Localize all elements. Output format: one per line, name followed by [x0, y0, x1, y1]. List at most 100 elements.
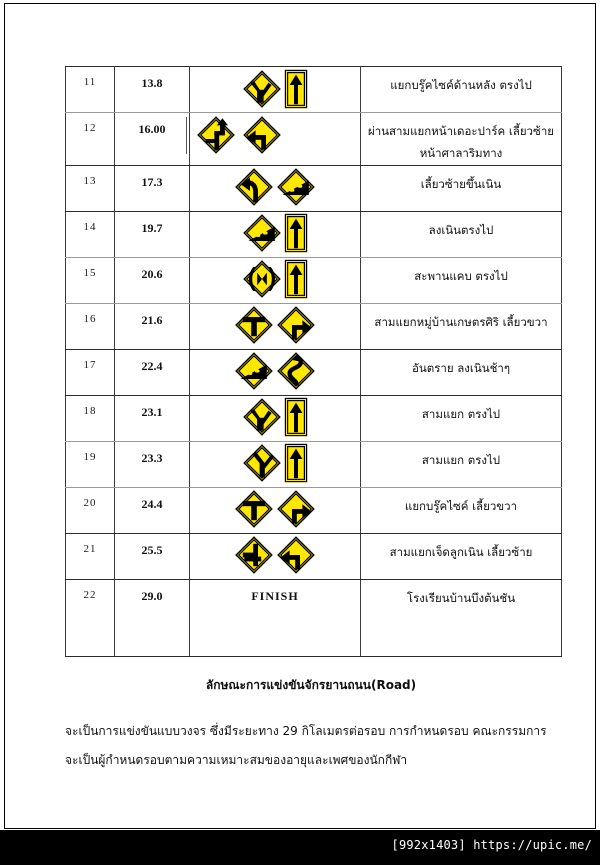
cell-description: สามแยก ตรงไป — [360, 394, 562, 442]
route-table: 11 13.8 แยกบรู๊คไซค์ด้านหลัง ตรงไป 12 16.00 ผ… — [65, 66, 562, 657]
t-junction-icon — [234, 489, 274, 534]
straight-ahead-arrow-icon — [284, 397, 308, 442]
cell-index: 17 — [65, 348, 115, 396]
description-text: แยกบรู๊คไซค์ด้านหลัง ตรงไป — [390, 78, 532, 92]
index-value: 22 — [83, 588, 97, 601]
cell-distance-km: 24.4 — [114, 486, 190, 534]
cell-distance-km: 25.5 — [114, 532, 190, 580]
steep-hill-up-icon — [276, 167, 316, 212]
index-value: 19 — [83, 450, 97, 463]
straight-ahead-arrow-icon — [284, 443, 308, 488]
footer-caption: [992x1403] https://upic.me/ — [391, 838, 592, 852]
table-row: 12 16.00 ผ่านสามแยกหน้าเดอะปาร์ค เลี้ยวซ้า… — [65, 112, 562, 166]
sign-group — [190, 488, 360, 533]
description-text: สะพานแคบ ตรงไป — [414, 268, 508, 283]
cell-index: 15 — [65, 256, 115, 304]
footer-bar — [0, 830, 600, 865]
table-row: 14 19.7 ลงเนินตรงไป — [65, 210, 562, 258]
cell-description: สามแยกเจ็ดลูกเนิน เลี้ยวซ้าย — [360, 532, 562, 580]
table-row: 17 22.4 อันตราย ลงเนินช้าๆ — [65, 348, 562, 396]
table-row: 22 29.0 FINISH โรงเรียนบ้านบึงต้นชัน — [65, 578, 562, 657]
cell-index: 11 — [65, 66, 115, 113]
winding-road-icon — [276, 351, 316, 396]
cell-index: 14 — [65, 210, 115, 258]
turn-left-arrow-icon — [242, 115, 282, 160]
cell-divider-rule — [186, 117, 187, 154]
table-row: 18 23.1 สามแยก ตรงไป — [65, 394, 562, 442]
sign-group — [190, 166, 360, 211]
distance-value: 23.1 — [141, 404, 163, 419]
distance-value: 23.3 — [141, 450, 163, 465]
sign-group — [190, 534, 360, 579]
index-value: 16 — [83, 312, 97, 325]
cell-road-signs — [189, 210, 361, 258]
table-row: 16 21.6 สามแยกหมู่บ้านเกษตรศิริ เลี้ยวขวา — [65, 302, 562, 350]
cell-description: โรงเรียนบ้านบึงต้นชัน — [360, 578, 562, 657]
cell-distance-km: 22.4 — [114, 348, 190, 396]
y-junction-left-branch-icon — [242, 443, 282, 488]
y-junction-right-branch-icon — [242, 397, 282, 442]
distance-value: 13.8 — [141, 76, 163, 90]
description-text: อันตราย ลงเนินช้าๆ — [411, 360, 511, 375]
cell-description: ผ่านสามแยกหน้าเดอะปาร์ค เลี้ยวซ้าย หน้าศ… — [360, 112, 562, 166]
cell-distance-km: 19.7 — [114, 210, 190, 258]
distance-value: 17.3 — [141, 174, 163, 189]
sign-group — [190, 350, 360, 395]
cell-description: แยกบรู๊คไซค์ด้านหลัง ตรงไป — [360, 66, 562, 113]
cell-road-signs — [189, 256, 361, 304]
cell-distance-km: 20.6 — [114, 256, 190, 304]
cell-road-signs — [189, 532, 361, 580]
cell-index: 21 — [65, 532, 115, 580]
sign-group — [190, 212, 360, 257]
table-row: 21 25.5 สามแยกเจ็ดลูกเนิน เลี้ยวซ้าย — [65, 532, 562, 580]
cell-description: สะพานแคบ ตรงไป — [360, 256, 562, 304]
sign-group — [190, 396, 360, 441]
cell-road-signs: FINISH — [189, 578, 361, 657]
distance-value: 21.6 — [141, 312, 163, 327]
description-text: โรงเรียนบ้านบึงต้นชัน — [406, 590, 516, 605]
sign-group — [190, 67, 360, 112]
index-value: 14 — [83, 220, 97, 233]
index-value: 21 — [83, 542, 97, 555]
narrow-bridge-icon — [242, 259, 282, 304]
distance-value: 16.00 — [138, 122, 166, 136]
table-row: 19 23.3 สามแยก ตรงไป — [65, 440, 562, 488]
table-row: 15 20.6 สะพานแคบ ตรงไป — [65, 256, 562, 304]
steep-hill-down-icon — [234, 351, 274, 396]
cell-description: อันตราย ลงเนินช้าๆ — [360, 348, 562, 396]
finish-label: FINISH — [251, 588, 299, 603]
side-road-left-icon — [234, 535, 274, 580]
cell-distance-km: 23.3 — [114, 440, 190, 488]
steep-hill-down-icon — [242, 213, 282, 258]
distance-value: 24.4 — [141, 496, 163, 511]
description-text: แยกบรู๊คไซค์ เลี้ยวขวา — [404, 498, 518, 513]
description-text: สามแยกเจ็ดลูกเนิน เลี้ยวซ้าย — [389, 544, 533, 559]
index-value: 20 — [83, 496, 97, 509]
turn-right-arrow-icon — [276, 305, 316, 350]
cell-description: แยกบรู๊คไซค์ เลี้ยวขวา — [360, 486, 562, 534]
body-line-1: จะเป็นการแข่งขันแบบวงจร ซึ่งมีระยะทาง 29… — [65, 724, 547, 738]
cell-distance-km: 16.00 — [114, 112, 190, 166]
cell-road-signs — [189, 164, 361, 212]
cell-index: 16 — [65, 302, 115, 350]
cell-index: 12 — [65, 112, 115, 166]
description-text: สามแยก ตรงไป — [421, 452, 501, 467]
cell-road-signs — [189, 440, 361, 488]
index-value: 13 — [83, 174, 97, 187]
body-line-2: จะเป็นผู้กำหนดรอบตามความเหมาะสมของอายุแล… — [65, 753, 408, 768]
straight-ahead-arrow-icon — [284, 259, 308, 304]
index-value: 17 — [83, 358, 97, 371]
cell-road-signs — [189, 348, 361, 396]
index-value: 11 — [83, 76, 97, 88]
cell-description: ลงเนินตรงไป — [360, 210, 562, 258]
index-value: 12 — [83, 122, 97, 134]
distance-value: 25.5 — [141, 542, 163, 557]
t-junction-icon — [234, 305, 274, 350]
description-text: เลี้ยวซ้ายขึ้นเนิน — [420, 176, 502, 191]
straight-ahead-arrow-icon — [284, 213, 308, 258]
cell-index: 18 — [65, 394, 115, 442]
distance-value: 22.4 — [141, 358, 163, 373]
cell-index: 22 — [65, 578, 115, 657]
description-text: ลงเนินตรงไป — [428, 222, 494, 237]
index-value: 18 — [83, 404, 97, 417]
